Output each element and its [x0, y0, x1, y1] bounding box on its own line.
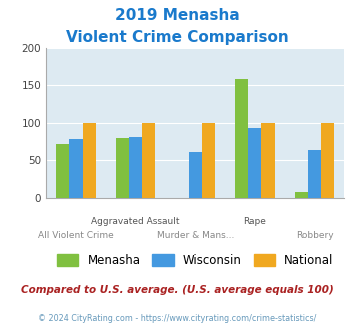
- Text: Rape: Rape: [244, 217, 266, 226]
- Text: Aggravated Assault: Aggravated Assault: [91, 217, 180, 226]
- Text: Violent Crime Comparison: Violent Crime Comparison: [66, 30, 289, 45]
- Text: 2019 Menasha: 2019 Menasha: [115, 8, 240, 23]
- Bar: [116, 138, 129, 198]
- Bar: [189, 152, 202, 198]
- Text: Robbery: Robbery: [296, 231, 333, 240]
- Bar: [70, 139, 82, 198]
- Text: All Violent Crime: All Violent Crime: [38, 231, 114, 240]
- Bar: [308, 150, 321, 198]
- Bar: [202, 123, 215, 198]
- Text: Murder & Mans...: Murder & Mans...: [157, 231, 234, 240]
- Bar: [248, 128, 261, 198]
- Bar: [142, 123, 155, 198]
- Bar: [82, 123, 95, 198]
- Bar: [321, 123, 334, 198]
- Bar: [235, 80, 248, 198]
- Text: Compared to U.S. average. (U.S. average equals 100): Compared to U.S. average. (U.S. average …: [21, 285, 334, 295]
- Bar: [261, 123, 274, 198]
- Bar: [295, 192, 308, 198]
- Text: © 2024 CityRating.com - https://www.cityrating.com/crime-statistics/: © 2024 CityRating.com - https://www.city…: [38, 314, 317, 323]
- Bar: [129, 137, 142, 198]
- Legend: Menasha, Wisconsin, National: Menasha, Wisconsin, National: [52, 249, 338, 272]
- Bar: [56, 144, 70, 198]
